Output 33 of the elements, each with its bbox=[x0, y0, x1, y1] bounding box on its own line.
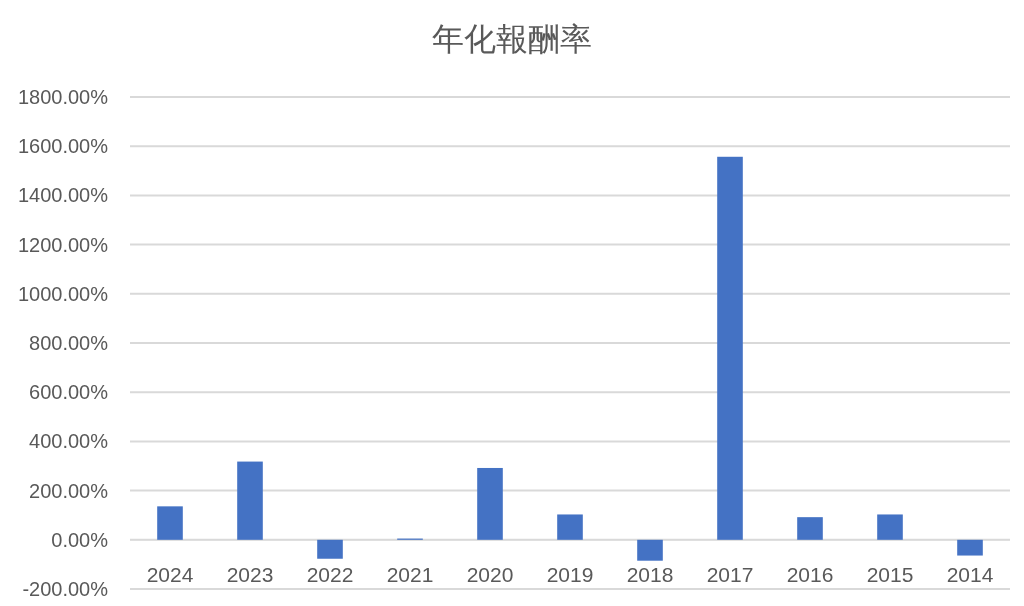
x-tick-label: 2021 bbox=[386, 562, 434, 586]
y-tick-label: 600.00% bbox=[29, 381, 109, 404]
x-tick-label: 2019 bbox=[546, 562, 594, 586]
y-tick-label: 400.00% bbox=[29, 430, 109, 453]
y-tick-label: -200.00% bbox=[22, 578, 109, 600]
bar bbox=[957, 539, 983, 556]
y-tick-label: 200.00% bbox=[29, 479, 109, 502]
x-tick-label: 2022 bbox=[306, 562, 354, 586]
x-tick-label: 2018 bbox=[626, 562, 674, 586]
x-tick-label: 2024 bbox=[146, 562, 194, 586]
y-tick-label: 1000.00% bbox=[17, 282, 109, 305]
bar bbox=[237, 461, 263, 540]
bar bbox=[797, 517, 823, 540]
x-tick-label: 2020 bbox=[466, 562, 514, 586]
bar bbox=[877, 514, 903, 540]
bar bbox=[317, 539, 343, 559]
y-tick-label: 0.00% bbox=[51, 528, 109, 551]
bar bbox=[477, 467, 503, 540]
x-tick-label: 2016 bbox=[786, 562, 834, 586]
bar bbox=[557, 514, 583, 540]
y-tick-label: 1400.00% bbox=[17, 184, 109, 207]
y-tick-label: 1600.00% bbox=[17, 135, 109, 158]
y-tick-label: 1200.00% bbox=[17, 233, 109, 256]
x-tick-label: 2015 bbox=[866, 562, 914, 586]
bar bbox=[157, 506, 183, 540]
bar bbox=[637, 539, 663, 561]
chart-title: 年化報酬率 bbox=[432, 21, 592, 57]
x-tick-label: 2014 bbox=[946, 562, 994, 586]
x-tick-label: 2017 bbox=[706, 562, 754, 586]
bar bbox=[717, 156, 743, 540]
y-tick-label: 800.00% bbox=[29, 332, 109, 354]
x-tick-label: 2023 bbox=[226, 562, 274, 586]
y-tick-label: 1800.00% bbox=[17, 86, 109, 108]
